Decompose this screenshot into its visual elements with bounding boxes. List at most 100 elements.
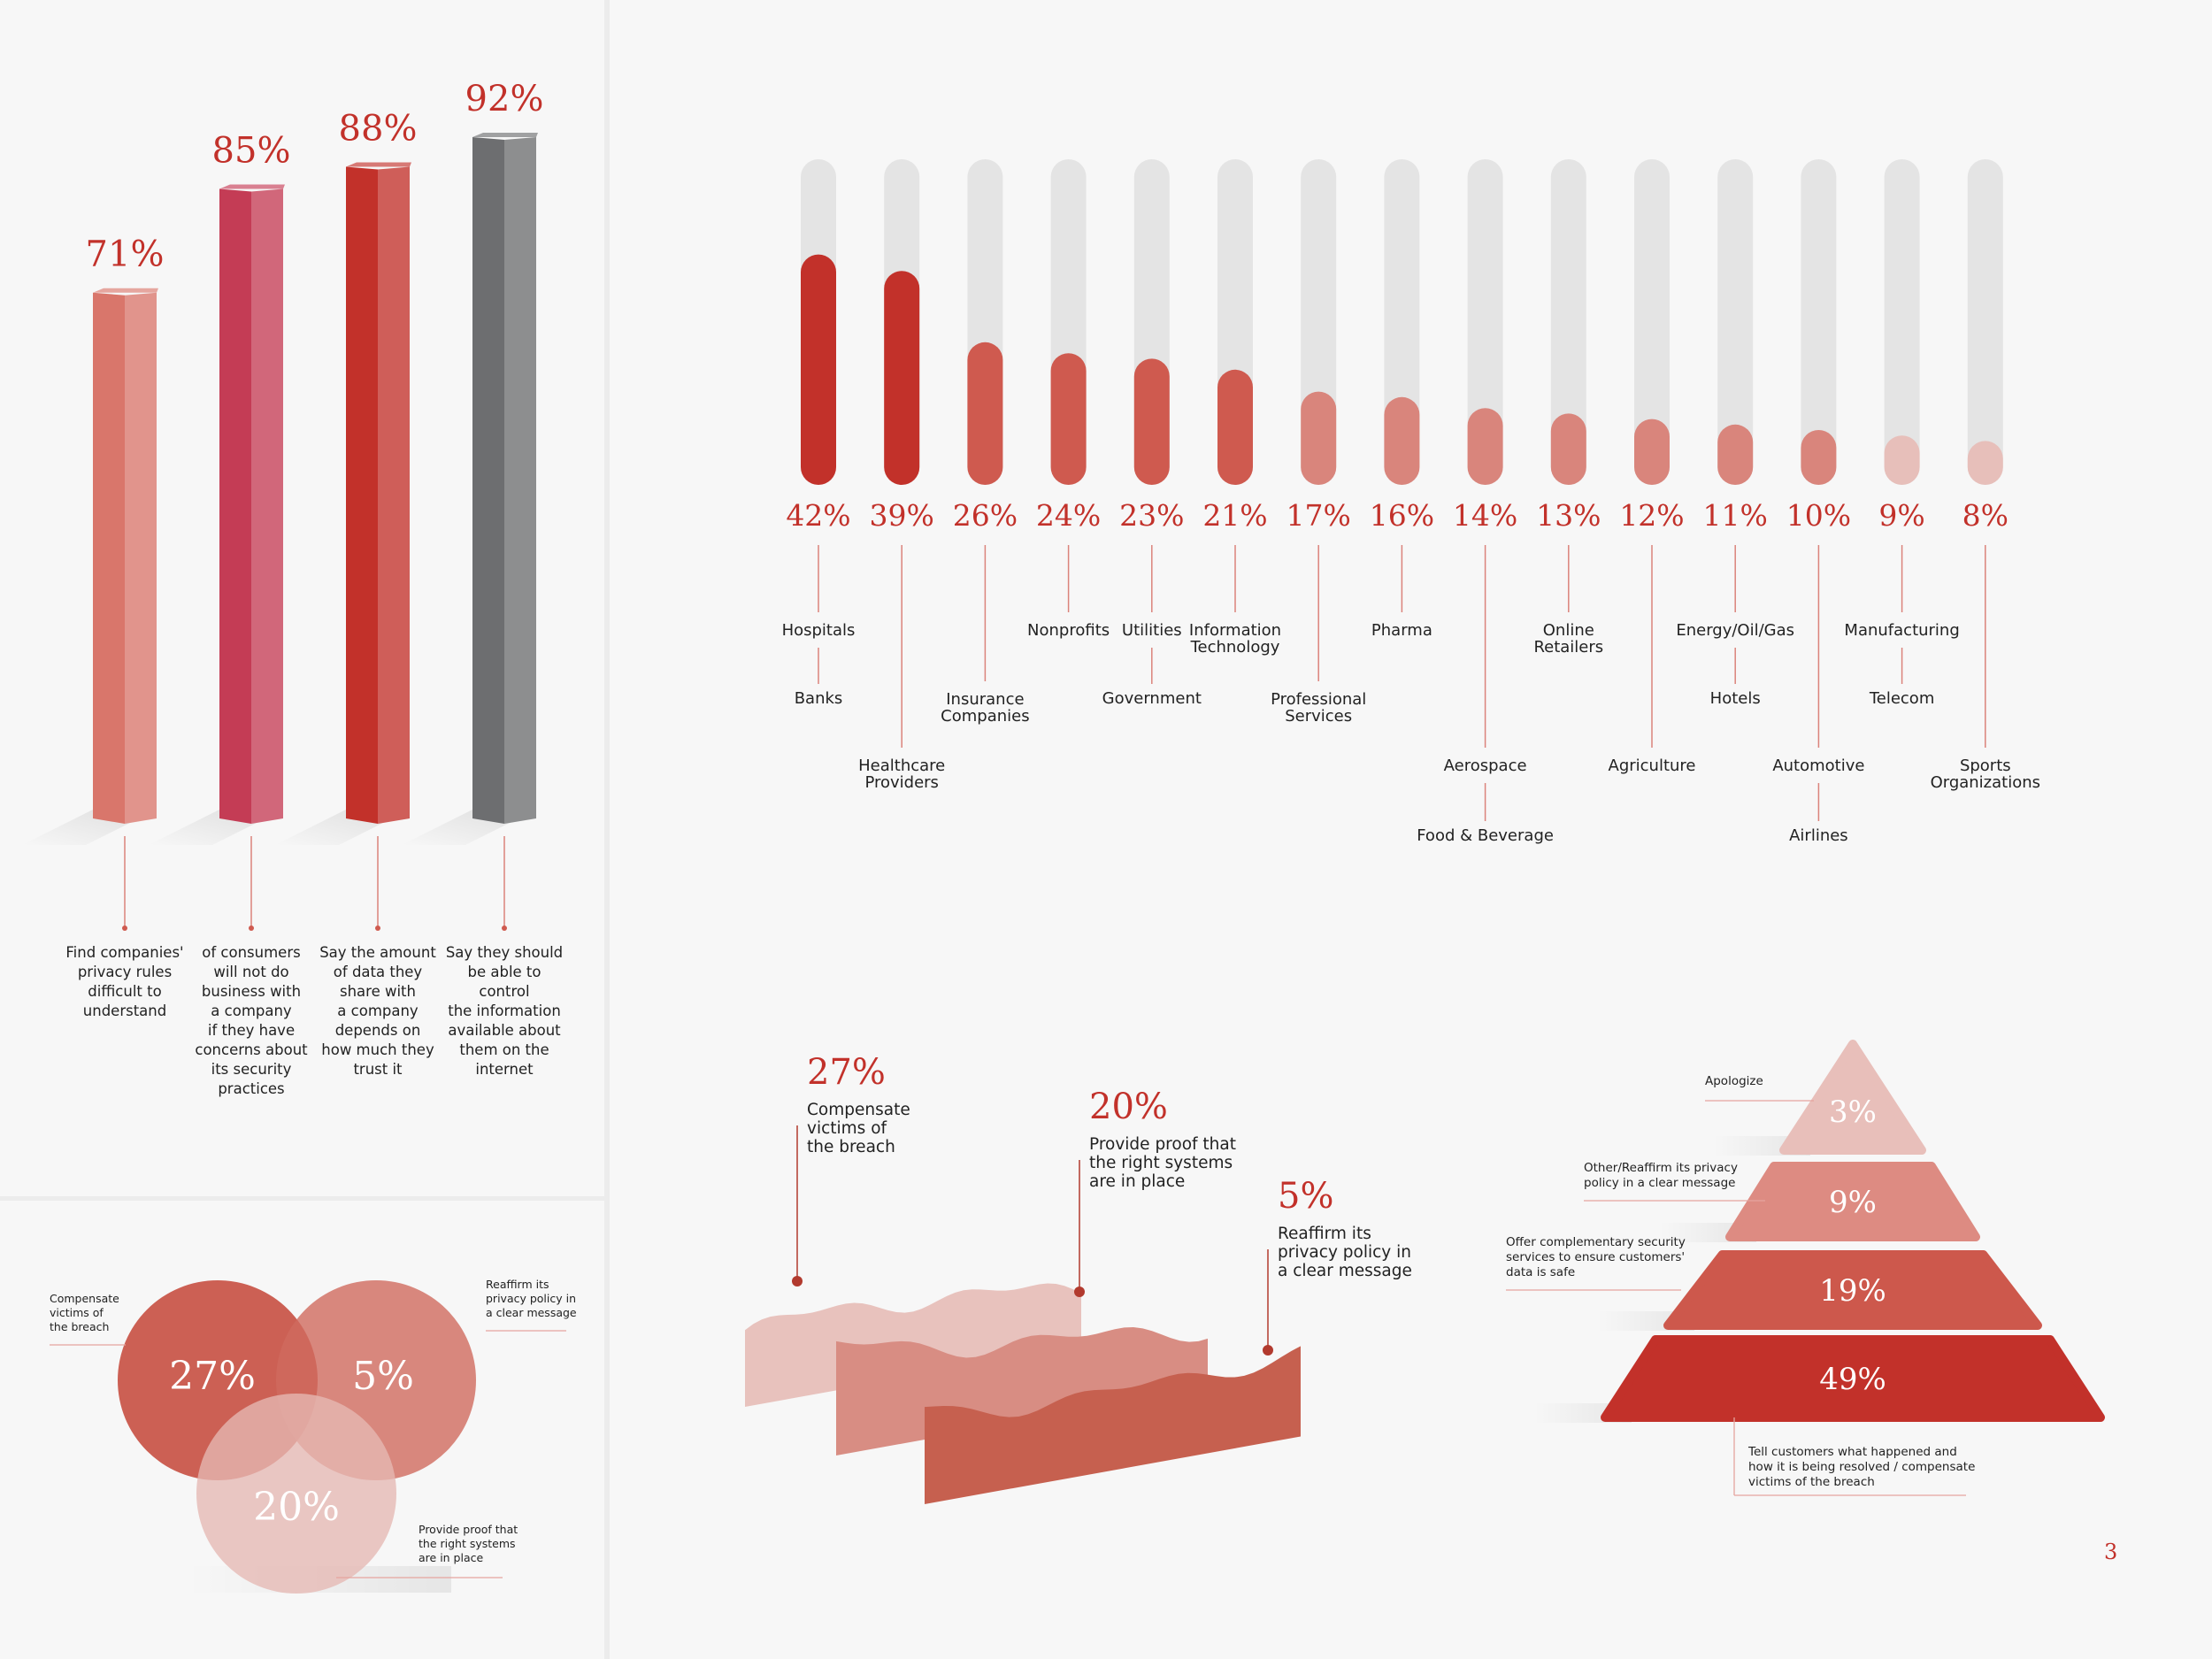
venn-label: the breach	[50, 1320, 109, 1333]
sector-label: Organizations	[1931, 773, 2040, 792]
category-label: a company	[337, 1002, 419, 1019]
venn-label: are in place	[419, 1551, 483, 1564]
tier-value-label: 19%	[1819, 1273, 1886, 1309]
sector-label: Automotive	[1772, 757, 1864, 775]
category-label: concerns about	[195, 1041, 308, 1058]
bar-value-label: 88%	[339, 108, 418, 149]
bar-value-label: 71%	[86, 234, 165, 275]
venn-label: a clear message	[486, 1306, 577, 1319]
sector-label: Agriculture	[1609, 757, 1696, 775]
bar-value-label: 24%	[1036, 498, 1101, 533]
category-label: Say they should	[446, 944, 563, 961]
bar-top-face	[219, 184, 285, 189]
category-label: depends on	[335, 1022, 421, 1039]
category-label: share with	[340, 983, 416, 1000]
bar-value-label: 12%	[1619, 498, 1684, 533]
bar-fill	[1133, 358, 1170, 485]
series-label: the breach	[807, 1138, 895, 1156]
sector-label: Companies	[941, 707, 1029, 726]
bar-track	[1550, 159, 1586, 485]
bar-top-face	[93, 288, 158, 293]
bar-top-face	[472, 132, 538, 137]
bar-track	[1884, 159, 1920, 485]
bar-front-face	[346, 166, 378, 824]
sector-label: Nonprofits	[1027, 621, 1110, 640]
category-label: control	[479, 983, 529, 1000]
series-label: the right systems	[1089, 1154, 1233, 1172]
bar-value-label: 8%	[1962, 498, 2008, 533]
bar-value-label: 11%	[1703, 498, 1768, 533]
category-label: business with	[202, 983, 301, 1000]
sector-label-secondary: Hotels	[1710, 689, 1761, 708]
venn-value-label: 5%	[352, 1354, 414, 1399]
sector-label-secondary: Banks	[795, 689, 843, 708]
bar-fill	[1884, 435, 1920, 485]
category-label: trust it	[353, 1061, 403, 1078]
sector-label: Utilities	[1122, 621, 1182, 640]
leader-dot	[249, 926, 254, 931]
sector-label: Manufacturing	[1844, 621, 1959, 640]
series-peak-dot	[792, 1276, 803, 1286]
series-value-label: 20%	[1089, 1087, 1168, 1127]
venn-label: Compensate	[50, 1292, 119, 1305]
sector-label: Technology	[1190, 638, 1280, 657]
category-label: of data they	[334, 964, 423, 980]
category-label: be able to	[468, 964, 541, 980]
series-peak-dot	[1263, 1345, 1273, 1356]
bar-track	[1967, 159, 2003, 485]
sector-label: Professional	[1271, 690, 1366, 709]
category-label: if they have	[208, 1022, 295, 1039]
sector-label-secondary: Telecom	[1869, 689, 1935, 708]
series-peak-dot	[1074, 1286, 1085, 1297]
tier-label: Offer complementary security	[1506, 1235, 1686, 1249]
bar-track	[1634, 159, 1670, 485]
sector-label: Providers	[864, 773, 939, 792]
series-label: Compensate	[807, 1101, 910, 1119]
bar-front-face	[219, 188, 251, 825]
tier-label: services to ensure customers'	[1506, 1250, 1685, 1264]
category-label: difficult to	[88, 983, 161, 1000]
category-label: Find companies'	[65, 944, 183, 961]
tier-value-label: 49%	[1819, 1362, 1886, 1397]
tier-label: how it is being resolved / compensate	[1748, 1460, 1975, 1474]
sector-label-secondary: Airlines	[1789, 826, 1848, 845]
tier-value-label: 3%	[1829, 1094, 1877, 1130]
category-label: will not do	[213, 964, 288, 980]
bar-front-face	[93, 292, 125, 825]
bar-value-label: 10%	[1786, 498, 1851, 533]
bar-value-label: 9%	[1878, 498, 1924, 533]
bar-fill	[1217, 369, 1253, 485]
leader-dot	[502, 926, 507, 931]
bar-fill	[1801, 430, 1837, 485]
series-value-label: 27%	[807, 1052, 886, 1093]
bar-value-label: 13%	[1536, 498, 1601, 533]
bar-fill	[967, 342, 1003, 485]
category-label: of consumers	[202, 944, 300, 961]
series-label: a clear message	[1278, 1262, 1412, 1280]
bar-top-face	[346, 162, 411, 167]
sector-label: Insurance	[946, 690, 1024, 709]
panel-divider-horizontal	[0, 1196, 610, 1201]
tier-label: Tell customers what happened and	[1747, 1445, 1957, 1459]
response-pyramid-chart: 3% 9% 19% 49% Apologize Other/Reaffirm its pr…	[1506, 1040, 2105, 1496]
series-label: are in place	[1089, 1172, 1185, 1191]
bar-value-label: 39%	[870, 498, 934, 533]
category-label: practices	[218, 1080, 284, 1097]
category-label: them on the	[459, 1041, 549, 1058]
bar-fill	[884, 271, 920, 485]
consumer-trust-bar-chart: 71% Find companies' privacy rules difficult…	[22, 79, 563, 1097]
bar-track	[1467, 159, 1503, 485]
bar-track	[1717, 159, 1754, 485]
sector-label: Sports	[1960, 757, 2011, 775]
tier-label: policy in a clear message	[1584, 1176, 1735, 1190]
bar-value-label: 17%	[1286, 498, 1351, 533]
bar-fill	[1550, 413, 1586, 485]
category-label: a company	[211, 1002, 292, 1019]
sector-label: Hospitals	[782, 621, 856, 640]
bar-value-label: 14%	[1453, 498, 1517, 533]
bar-fill	[1634, 419, 1670, 485]
